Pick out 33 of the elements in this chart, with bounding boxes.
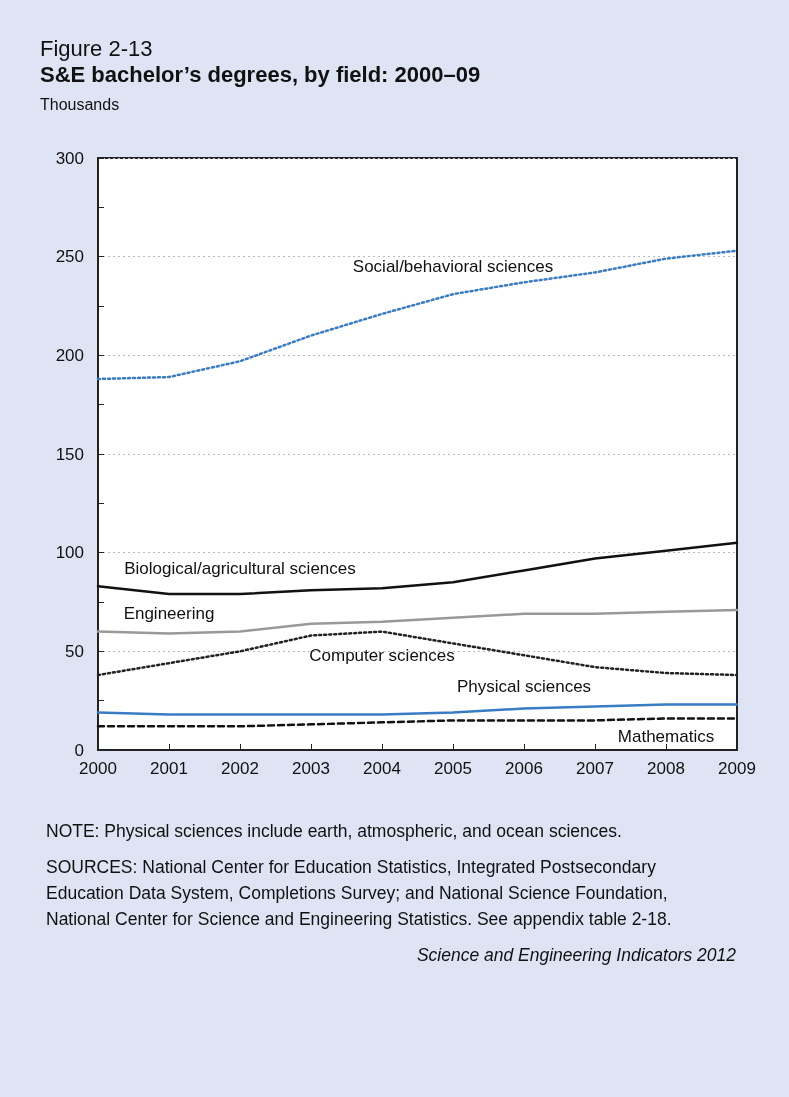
line-series (96, 541, 739, 596)
series-label: Engineering (123, 603, 215, 623)
y-tick-label: 100 (55, 543, 84, 563)
source-note: SOURCES: National Center for Education Statistics, Integrated Postsecondary Education Data System, Completions Survey; and National Science Foundation, National Center for Science and Engineering Statistics. See appendix table 2-18. (46, 856, 673, 931)
series-label: Mathematics (617, 727, 715, 747)
y-tick-label: 50 (65, 641, 84, 661)
x-tick-label: 2007 (576, 759, 614, 778)
chart-subtitle: S&E bachelor’s degrees, by field: 2000–09 (40, 62, 481, 88)
x-tick-label: 2009 (718, 759, 756, 778)
x-tick-label: 2005 (434, 759, 472, 778)
x-tick-label: 2001 (150, 759, 188, 778)
x-tick-label: 2008 (647, 759, 685, 778)
series-label: Social/behavioral sciences (352, 256, 554, 276)
text: NOTE: Physical sciences include earth, atmospheric, and ocean sciences. (46, 820, 623, 843)
line-series (96, 249, 739, 381)
y-tick-label: 0 (74, 740, 84, 760)
series-label: Physical sciences (456, 676, 592, 696)
x-tick-label: 2002 (221, 759, 259, 778)
chart-title: Figure 2-13 (40, 36, 154, 62)
text: Science and Engineering Indicators 2012 (415, 944, 736, 967)
y-tick-label: 250 (55, 247, 84, 267)
x-tick-label: 2000 (79, 759, 117, 778)
x-tick-label: 2003 (292, 759, 330, 778)
line-series (96, 703, 739, 716)
y-tick-label: 150 (55, 444, 84, 464)
y-tick-label: 200 (55, 345, 84, 365)
y-axis-title: Thousands (40, 96, 121, 114)
line-series (96, 608, 739, 635)
x-tick-label: 2004 (363, 759, 401, 778)
series-label: Computer sciences (309, 646, 455, 666)
series-label: Biological/agricultural sciences (124, 559, 356, 579)
y-tick-label: 300 (55, 148, 84, 168)
x-tick-label: 2006 (505, 759, 543, 778)
